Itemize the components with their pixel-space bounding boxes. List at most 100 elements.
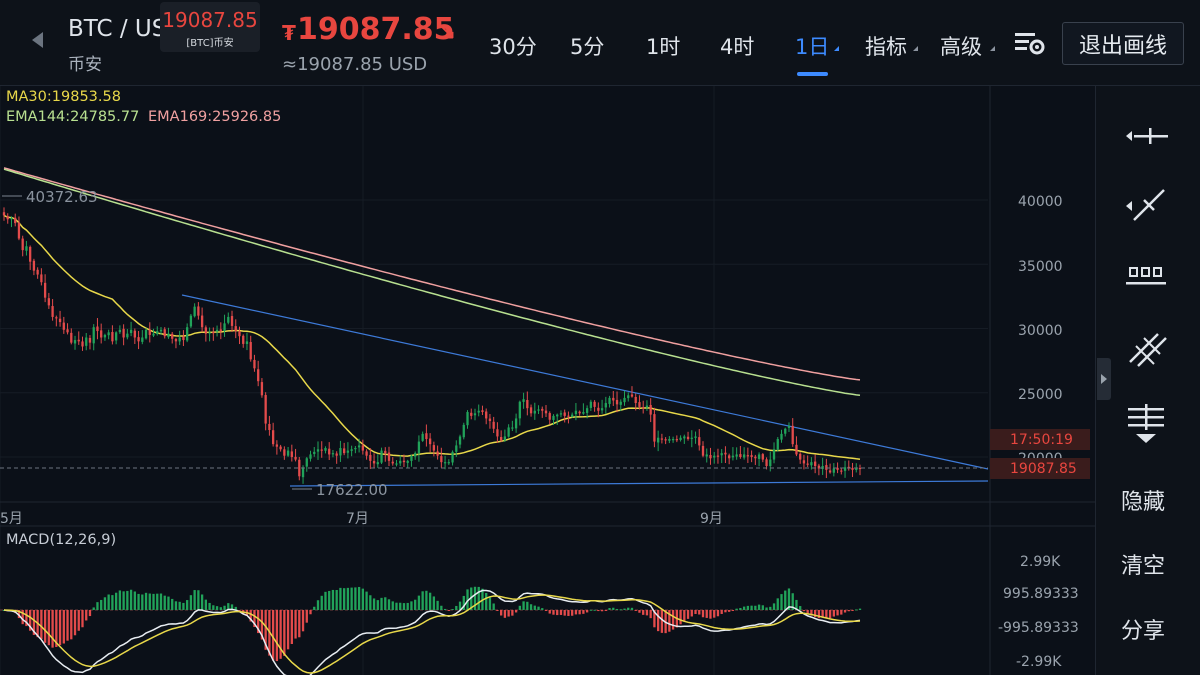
macd-bar <box>638 610 641 613</box>
macd-bar <box>189 595 193 610</box>
candle-body <box>664 439 667 441</box>
timeframe-1d[interactable]: 1日 <box>795 35 830 59</box>
candle-body <box>720 453 723 456</box>
macd-bar <box>858 608 862 610</box>
macd-bar <box>503 610 507 618</box>
candle-body <box>309 454 312 459</box>
horizontal-line-tool-icon[interactable] <box>1120 258 1172 298</box>
macd-bar <box>522 601 525 610</box>
macd-bar <box>653 610 656 628</box>
price-chart[interactable]: 40000 35000 30000 25000 20000 17:50:19 1… <box>0 86 1095 675</box>
back-arrow-icon[interactable] <box>32 32 43 48</box>
candle-body <box>414 453 417 457</box>
candle-body <box>589 401 593 408</box>
trend-line-tool-icon[interactable] <box>1120 186 1172 226</box>
candle-body <box>324 448 327 451</box>
indicators-menu[interactable]: 指标 <box>865 35 907 59</box>
macd-tick: -995.89333 <box>998 620 1079 636</box>
share-button[interactable]: 分享 <box>1121 619 1166 644</box>
candle-body <box>559 413 563 415</box>
candle-body <box>156 331 159 335</box>
exchange-name: 币安 <box>68 55 102 75</box>
candle-body <box>791 425 794 445</box>
toolbar-collapse-arrow-icon[interactable] <box>1097 358 1111 400</box>
macd-label: MACD(12,26,9) <box>6 532 117 548</box>
ema144-polyline <box>3 168 861 397</box>
candle-body <box>701 445 705 456</box>
candle-body <box>582 412 585 414</box>
macd-bar <box>836 610 839 616</box>
candle-body <box>62 322 65 330</box>
macd-bar <box>660 610 664 633</box>
fib-levels-tool-icon[interactable] <box>1120 404 1172 444</box>
timeframe-1h[interactable]: 1时 <box>646 35 681 59</box>
advanced-menu[interactable]: 高级 <box>940 35 982 59</box>
candle-body <box>81 341 84 347</box>
candle-body <box>507 427 510 437</box>
candle-body <box>21 238 24 251</box>
horizontal-ray-tool-icon[interactable] <box>1120 116 1172 156</box>
timeframe-4h[interactable]: 4时 <box>720 35 755 59</box>
candle-body <box>96 326 99 332</box>
parallel-channel-tool-icon[interactable] <box>1120 328 1172 368</box>
candle-body <box>219 329 222 332</box>
candle-body <box>290 451 293 457</box>
current-price-label: 19087.85 <box>1010 461 1077 477</box>
macd-bar <box>440 605 443 610</box>
candle-body <box>257 369 260 382</box>
candle-body <box>810 462 813 466</box>
clear-button[interactable]: 清空 <box>1121 554 1166 579</box>
ma30-polyline <box>3 214 861 460</box>
exit-drawing-button[interactable]: 退出画线 <box>1062 22 1184 65</box>
macd-bar <box>208 602 211 610</box>
low-annotation: 17622.00 <box>316 481 388 499</box>
last-price: 19087.85 <box>297 12 455 47</box>
macd-bar <box>182 602 185 610</box>
macd-bar <box>271 610 275 661</box>
timeframe-5m[interactable]: 5分 <box>570 35 605 59</box>
candle-body <box>85 337 88 346</box>
macd-bar <box>163 595 166 610</box>
macd-bar <box>253 610 256 627</box>
macd-signal-line <box>3 594 861 674</box>
macd-bar <box>571 610 574 616</box>
candle-body <box>193 306 196 317</box>
candle-body <box>679 437 682 440</box>
macd-bar <box>765 607 768 610</box>
candle-body <box>608 397 611 404</box>
candle-body <box>163 329 166 337</box>
usd-price: ≈19087.85 USD <box>282 54 428 75</box>
macd-bar <box>343 588 346 610</box>
candle-body <box>186 327 189 341</box>
candle-body <box>843 467 847 471</box>
candle-body <box>828 470 832 473</box>
candle-body <box>88 337 92 343</box>
candle-body <box>746 455 750 457</box>
candle-body <box>73 340 77 344</box>
candle-body <box>668 439 671 441</box>
chart-header: BTC / USD 币安 19087.85 [BTC]币安 ₮ 19087.85… <box>0 0 1200 86</box>
candle-body <box>481 410 484 413</box>
candle-body <box>100 330 103 338</box>
candle-body <box>600 408 604 411</box>
macd-bar <box>234 606 237 610</box>
macd-bar <box>137 593 140 610</box>
chart-settings-icon[interactable] <box>1014 30 1046 56</box>
candle-body <box>339 448 342 456</box>
tether-currency-icon: ₮ <box>282 21 296 45</box>
candle-body <box>428 438 432 445</box>
macd-bar <box>294 610 297 639</box>
macd-bar <box>167 596 170 610</box>
candle-body <box>739 454 742 457</box>
candle-body <box>634 396 637 404</box>
macd-bar <box>855 609 858 611</box>
macd-bar <box>204 599 208 610</box>
timeframe-30m[interactable]: 30分 <box>489 35 537 59</box>
candle-body <box>724 452 727 455</box>
hide-button[interactable]: 隐藏 <box>1121 490 1166 515</box>
candle-body <box>144 329 148 339</box>
macd-bar <box>152 593 155 610</box>
macd-bar <box>215 606 219 610</box>
price-tick: 25000 <box>1018 387 1063 403</box>
candle-body <box>619 401 622 405</box>
